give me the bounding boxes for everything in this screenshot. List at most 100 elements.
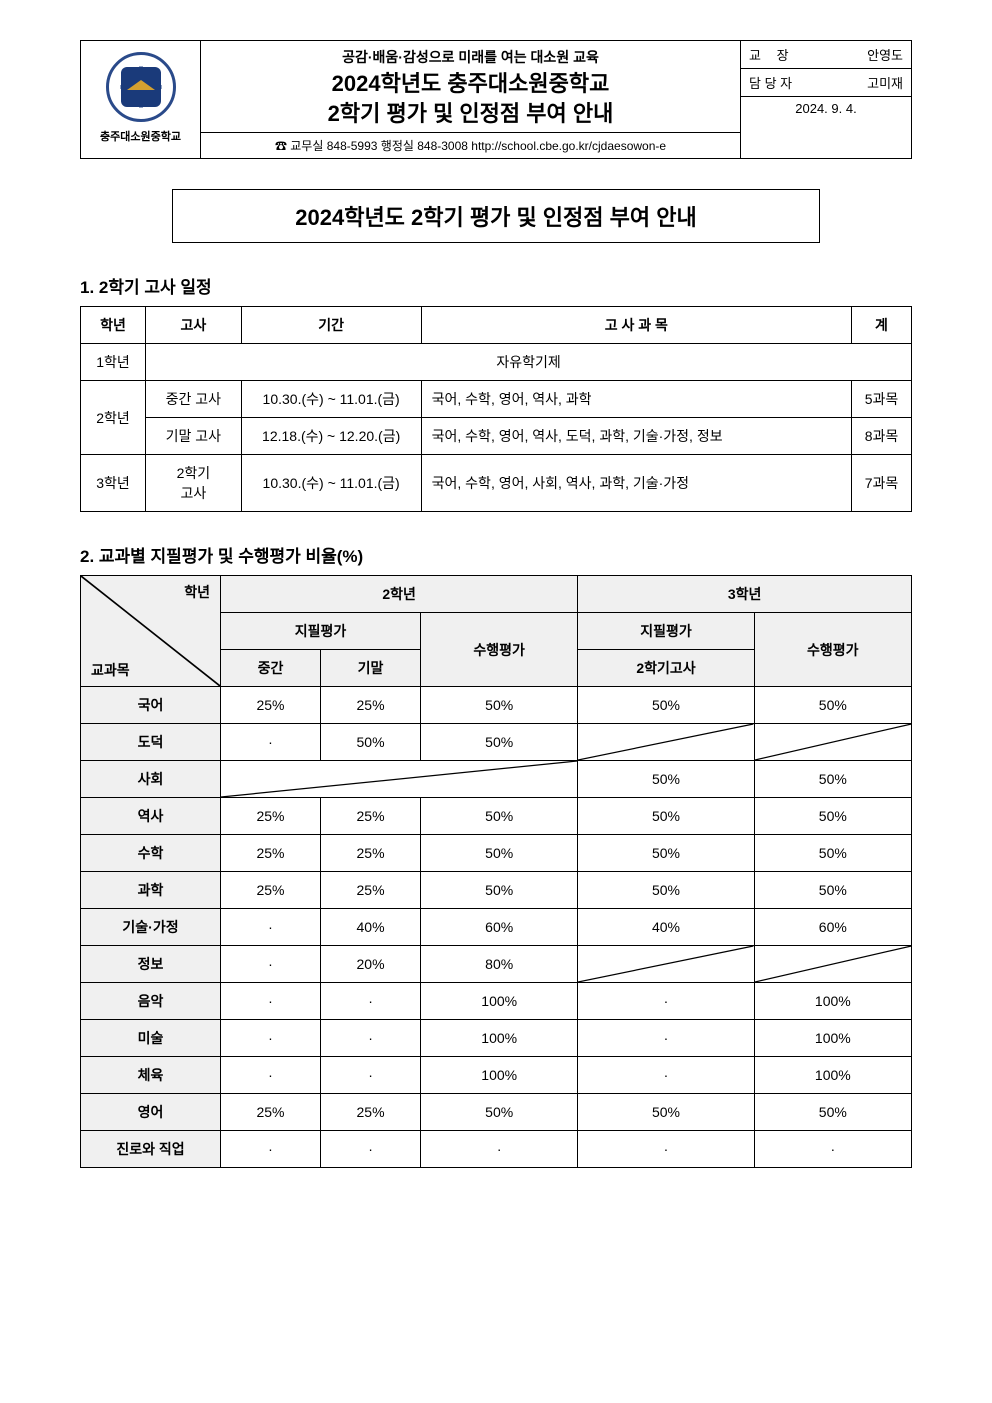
ratio-cell: 50% <box>421 687 578 724</box>
final-header: 기말 <box>321 650 421 687</box>
na-slash-cell <box>578 946 754 983</box>
col-count: 계 <box>852 307 912 344</box>
letterhead: 충주대소원중학교 공감·배움·감성으로 미래를 여는 대소원 교육 2024학년… <box>80 40 912 159</box>
ratio-cell: 50% <box>578 872 754 909</box>
grade1-free-semester: 자유학기제 <box>146 344 912 381</box>
diag-top-label: 학년 <box>184 582 210 602</box>
ratio-cell: 25% <box>221 835 321 872</box>
na-slash-cell <box>754 946 911 983</box>
ratio-cell: 25% <box>321 872 421 909</box>
table-row: 기말 고사 12.18.(수) ~ 12.20.(금) 국어, 수학, 영어, … <box>81 418 912 455</box>
exam-count: 7과목 <box>852 455 912 512</box>
na-slash-cell <box>754 724 911 761</box>
ratio-cell: 50% <box>321 724 421 761</box>
ratio-cell: 40% <box>321 909 421 946</box>
ratio-cell: 50% <box>754 798 911 835</box>
subject-label: 기술·가정 <box>81 909 221 946</box>
subject-label: 체육 <box>81 1057 221 1094</box>
table-row: 국어25%25%50%50%50% <box>81 687 912 724</box>
ratio-cell: 50% <box>578 761 754 798</box>
ratio-cell: 50% <box>578 798 754 835</box>
exam-count: 5과목 <box>852 381 912 418</box>
subject-label: 수학 <box>81 835 221 872</box>
na-slash-cell <box>578 724 754 761</box>
subject-label: 도덕 <box>81 724 221 761</box>
ratio-cell: 25% <box>321 798 421 835</box>
ratio-cell: 50% <box>421 872 578 909</box>
na-slash-cell <box>221 761 578 798</box>
principal-name: 안영도 <box>867 45 903 64</box>
table-row: 미술··100%·100% <box>81 1020 912 1057</box>
ratio-cell: 80% <box>421 946 578 983</box>
header-title: 2024학년도 충주대소원중학교 2학기 평가 및 인정점 부여 안내 <box>201 69 740 132</box>
subject-label: 음악 <box>81 983 221 1020</box>
ratio-cell: 25% <box>221 798 321 835</box>
g3-written-header: 지필평가 <box>578 613 754 650</box>
grade2-label: 2학년 <box>81 381 146 455</box>
ratio-cell: 25% <box>321 687 421 724</box>
ratio-cell: · <box>321 1131 421 1168</box>
exam-name: 기말 고사 <box>146 418 242 455</box>
table-row: 기술·가정·40%60%40%60% <box>81 909 912 946</box>
ratio-cell: 100% <box>754 983 911 1020</box>
subject-label: 미술 <box>81 1020 221 1057</box>
section2-heading: 2. 교과별 지필평가 및 수행평가 비율(%) <box>80 542 912 567</box>
exam-subjects: 국어, 수학, 영어, 사회, 역사, 과학, 기술·가정 <box>421 455 851 512</box>
doc-date: 2024. 9. 4. <box>795 101 856 116</box>
g3-perf-header: 수행평가 <box>754 613 911 687</box>
subject-label: 사회 <box>81 761 221 798</box>
grade3-label: 3학년 <box>81 455 146 512</box>
grade2-header: 2학년 <box>221 576 578 613</box>
ratio-cell: 100% <box>421 1057 578 1094</box>
person-label: 담 당 자 <box>749 73 792 92</box>
principal-label: 교 장 <box>749 45 795 64</box>
person-row: 담 당 자 고미재 <box>741 69 911 97</box>
title-line-2: 2학기 평가 및 인정점 부여 안내 <box>328 101 614 126</box>
table-row: 영어25%25%50%50%50% <box>81 1094 912 1131</box>
exam-name: 중간 고사 <box>146 381 242 418</box>
ratio-cell: 50% <box>421 798 578 835</box>
ratio-cell: 25% <box>321 835 421 872</box>
exam-subjects: 국어, 수학, 영어, 역사, 도덕, 과학, 기술·가정, 정보 <box>421 418 851 455</box>
ratio-cell: 60% <box>421 909 578 946</box>
header-right: 교 장 안영도 담 당 자 고미재 2024. 9. 4. <box>741 41 911 158</box>
ratio-cell: · <box>221 983 321 1020</box>
ratio-cell: 20% <box>321 946 421 983</box>
slogan-text: 공감·배움·감성으로 미래를 여는 대소원 교육 <box>201 41 740 69</box>
ratio-cell: 50% <box>578 687 754 724</box>
g3-exam-header: 2학기고사 <box>578 650 754 687</box>
school-logo-icon <box>106 52 176 122</box>
ratio-cell: 100% <box>754 1020 911 1057</box>
ratio-cell: · <box>421 1131 578 1168</box>
table-header-row: 학년 교과목 2학년 3학년 <box>81 576 912 613</box>
ratio-cell: 100% <box>421 1020 578 1057</box>
ratio-cell: 50% <box>754 1094 911 1131</box>
ratio-cell: 25% <box>221 872 321 909</box>
subject-label: 진로와 직업 <box>81 1131 221 1168</box>
col-subjects: 고 사 과 목 <box>421 307 851 344</box>
ratio-cell: 50% <box>754 761 911 798</box>
ratio-cell: 25% <box>221 687 321 724</box>
table-row: 체육··100%·100% <box>81 1057 912 1094</box>
diagonal-header: 학년 교과목 <box>81 576 221 687</box>
ratio-cell: 50% <box>754 872 911 909</box>
ratio-cell: 50% <box>421 724 578 761</box>
table-row: 정보·20%80% <box>81 946 912 983</box>
diag-bot-label: 교과목 <box>91 660 130 680</box>
logo-cell: 충주대소원중학교 <box>81 41 201 158</box>
ratio-cell: · <box>578 983 754 1020</box>
ratio-cell: 50% <box>421 1094 578 1131</box>
col-period: 기간 <box>241 307 421 344</box>
ratio-cell: · <box>754 1131 911 1168</box>
ratio-cell: 50% <box>754 835 911 872</box>
person-name: 고미재 <box>867 73 903 92</box>
ratio-cell: · <box>221 909 321 946</box>
table-row: 역사25%25%50%50%50% <box>81 798 912 835</box>
subject-label: 과학 <box>81 872 221 909</box>
exam-count: 8과목 <box>852 418 912 455</box>
ratio-cell: · <box>221 1057 321 1094</box>
table-row: 음악··100%·100% <box>81 983 912 1020</box>
ratio-cell: · <box>221 724 321 761</box>
table-row: 수학25%25%50%50%50% <box>81 835 912 872</box>
table-row: 과학25%25%50%50%50% <box>81 872 912 909</box>
